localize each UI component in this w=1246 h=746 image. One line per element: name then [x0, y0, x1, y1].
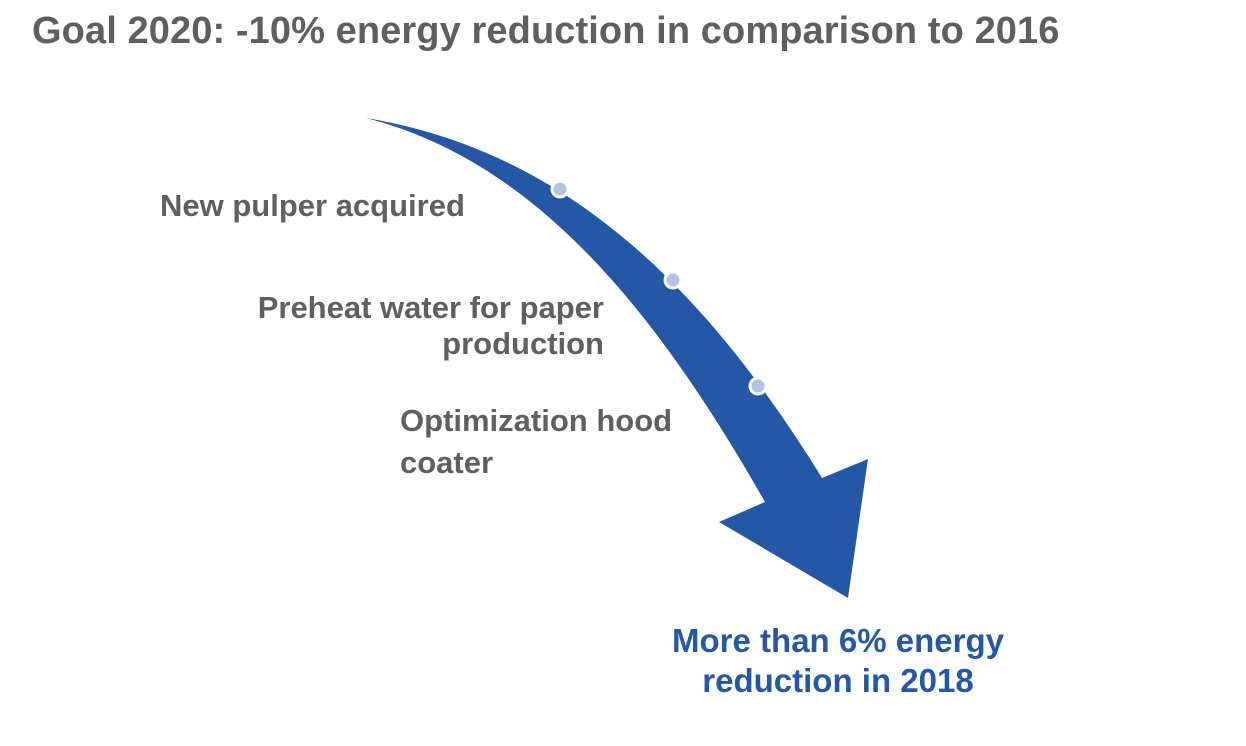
- result-statement: More than 6% energy reduction in 2018: [672, 622, 1004, 699]
- milestone-marker-1: [550, 179, 570, 199]
- milestone-label-3: Optimization hood coater: [400, 403, 673, 480]
- page-title: Goal 2020: -10% energy reduction in comp…: [32, 10, 1060, 52]
- milestone-marker-3: [748, 376, 768, 396]
- milestone-label-2: Preheat water for paper production: [257, 290, 604, 361]
- arrow-body: [366, 118, 868, 598]
- milestone-label-1: New pulper acquired: [160, 188, 465, 223]
- milestone-marker-2: [663, 270, 683, 290]
